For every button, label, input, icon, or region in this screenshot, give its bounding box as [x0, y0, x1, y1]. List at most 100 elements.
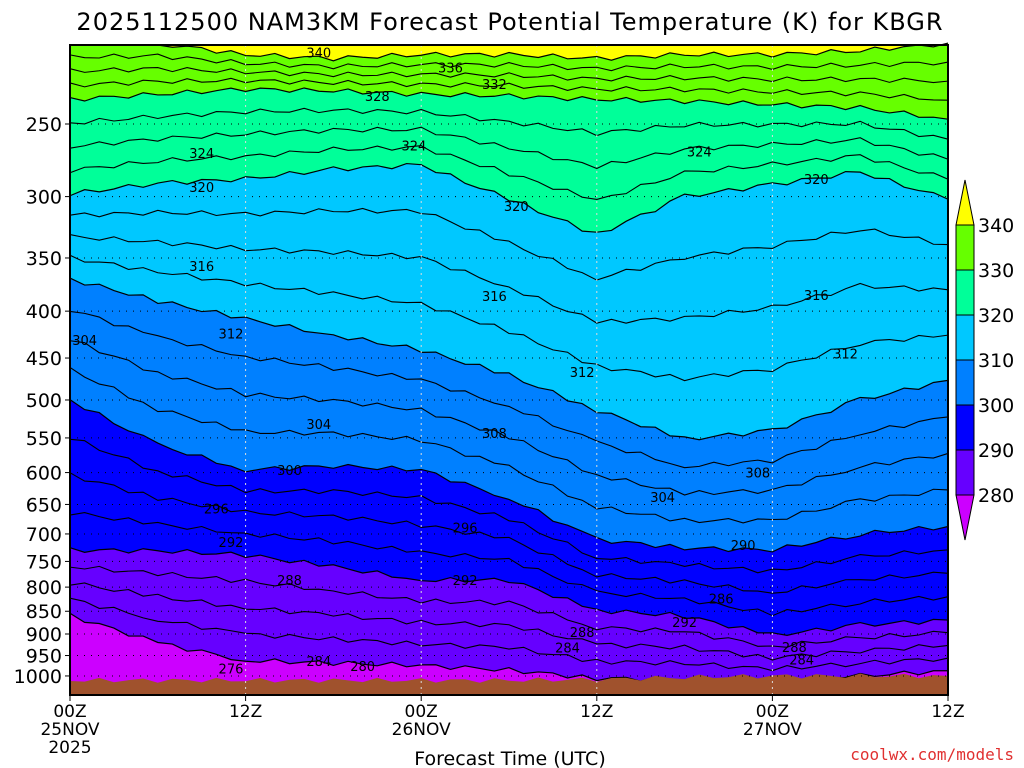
- y-tick-label: 800: [26, 577, 62, 599]
- contour-line-290: [69, 547, 949, 636]
- colorbar-label: 310: [978, 350, 1014, 372]
- plot-area: 340 336 332 328 324 324 324 320 320 320 316 316 316 3…: [69, 42, 949, 696]
- contour-line: [69, 126, 949, 170]
- credit-text: coolwx.com/models: [850, 745, 1014, 764]
- contour-line: [69, 310, 949, 469]
- colorbar-label: 320: [978, 305, 1014, 327]
- y-tick-label: 750: [26, 551, 62, 573]
- contour-label: 324: [401, 140, 426, 155]
- y-tick-label: 550: [26, 428, 62, 450]
- x-tick-label: 12Z: [229, 702, 262, 722]
- contour-line: [69, 472, 949, 594]
- y-tick-label: 300: [26, 187, 62, 209]
- contour-label: 284: [306, 655, 331, 670]
- x-tick-label: 26NOV: [392, 720, 451, 740]
- contour-line-310: [69, 277, 949, 441]
- contour-label: 308: [745, 467, 770, 482]
- colorbar-segment: [955, 359, 975, 406]
- contour-line: [69, 107, 949, 140]
- colorbar-segment: [955, 449, 975, 496]
- contour-line: [69, 145, 949, 200]
- contour-label: 308: [482, 427, 507, 442]
- y-tick-label: 900: [26, 624, 62, 646]
- contour-label: 316: [482, 290, 507, 305]
- y-tick-label: 950: [26, 646, 62, 668]
- contour-label: 320: [504, 200, 529, 215]
- contour-label: 288: [782, 641, 807, 656]
- contour-line: [69, 340, 949, 496]
- contour-label: 280: [350, 660, 375, 675]
- contour-label: 296: [453, 522, 478, 537]
- contour-line: [69, 366, 949, 524]
- colorbar-label: 280: [978, 485, 1014, 507]
- x-tick-label: 00Z: [405, 702, 438, 722]
- colorbar-segment: [955, 269, 975, 316]
- y-tick-label: 400: [26, 301, 62, 323]
- ground: [70, 673, 948, 695]
- contour-line: [69, 565, 949, 648]
- contour-line: [69, 511, 949, 617]
- colorbar-segment: [955, 404, 975, 451]
- x-axis-label: Forecast Time (UTC): [414, 748, 605, 768]
- y-tick-label: 600: [26, 463, 62, 485]
- contour-line: [69, 438, 949, 574]
- contour-label: 316: [189, 260, 214, 275]
- contour-label: 292: [219, 536, 244, 551]
- colorbar-label: 330: [978, 260, 1014, 282]
- contour-label: 296: [204, 503, 229, 518]
- contour-line-330: [69, 87, 949, 120]
- colorbar-label: 300: [978, 395, 1014, 417]
- contour-label: 304: [306, 418, 331, 433]
- contour-line: [69, 207, 949, 281]
- contour-label: 324: [687, 146, 712, 161]
- x-tick-label: 12Z: [580, 702, 613, 722]
- contour-line-300: [69, 399, 949, 553]
- y-tick-label: 450: [26, 348, 62, 370]
- chart-title: 2025112500 NAM3KM Forecast Potential Tem…: [76, 8, 943, 36]
- contour-label: 292: [672, 616, 697, 631]
- y-tick-label: 250: [26, 114, 62, 136]
- x-tick-label: 2025: [48, 738, 91, 758]
- x-tick-label: 00Z: [756, 702, 789, 722]
- x-tick-label: 27NOV: [743, 720, 802, 740]
- plot-frame: [69, 44, 949, 696]
- contour-label: 328: [365, 90, 390, 105]
- contour-label: 332: [482, 78, 507, 93]
- x-tick-label: 12Z: [931, 702, 964, 722]
- contour-label: 292: [453, 574, 478, 589]
- colorbar-segment: [955, 224, 975, 271]
- y-axis: 2503003504004505005506006507007508008509…: [14, 114, 70, 688]
- contour-label: 304: [650, 491, 675, 506]
- contour-line: [69, 597, 949, 672]
- contour-label: 284: [789, 653, 814, 668]
- contour-label: 284: [555, 641, 580, 656]
- contour-label: 316: [804, 289, 829, 304]
- contour-label: 290: [731, 539, 756, 554]
- band-below-280: [70, 613, 948, 695]
- colorbar-segment: [955, 314, 975, 361]
- contour-label: 336: [438, 62, 463, 77]
- contour-label: 312: [570, 366, 595, 381]
- contour-label: 288: [570, 626, 595, 641]
- y-tick-label: 1000: [14, 666, 62, 688]
- contour-line: [69, 254, 949, 382]
- contour-line: [69, 582, 949, 661]
- y-tick-label: 350: [26, 248, 62, 270]
- contour-label: 300: [277, 464, 302, 479]
- contour-label: 340: [306, 47, 331, 62]
- band-below-290: [70, 547, 948, 695]
- x-tick-label: 25NOV: [40, 720, 99, 740]
- colorbar-label: 290: [978, 440, 1014, 462]
- contour-label: 324: [189, 147, 214, 162]
- contour-line-320: [69, 162, 949, 233]
- contour-line-340: [70, 42, 949, 62]
- y-tick-label: 500: [26, 390, 62, 412]
- colorbar-arrow-top: [955, 179, 975, 226]
- contour-line: [69, 67, 949, 84]
- x-tick-label: 00Z: [53, 702, 86, 722]
- contour-label: 304: [72, 334, 97, 349]
- contour-label: 286: [709, 592, 734, 607]
- contour-line: [69, 53, 949, 72]
- contour-label: 320: [189, 181, 214, 196]
